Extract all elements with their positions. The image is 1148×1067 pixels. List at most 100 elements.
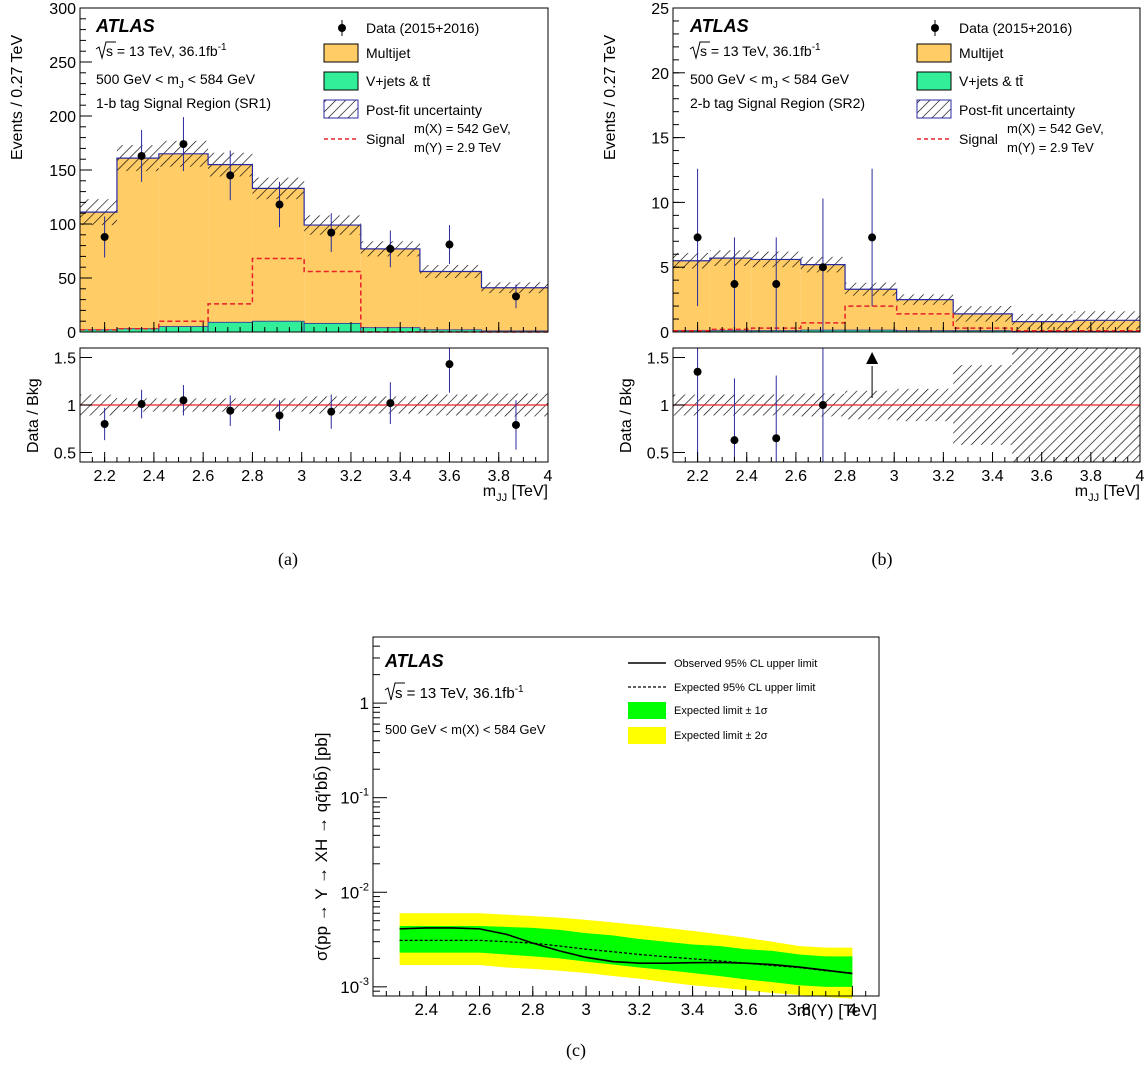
- multijet-bar: [673, 260, 710, 332]
- legend-multijet-swatch: [323, 43, 359, 63]
- legend: Observed 95% CL upper limit Expected 95%…: [628, 658, 817, 744]
- x-tick-label: 2.4: [736, 468, 758, 485]
- ratio-point: [275, 411, 284, 420]
- ratio-point: [386, 399, 395, 408]
- x-tick-label: 3.8: [488, 468, 510, 485]
- x-tick-label: 3.2: [932, 468, 954, 485]
- ratio-y-axis-label: Data / Bkg: [618, 378, 635, 453]
- mass-window-label: 500 GeV < mJ < 584 GeV: [690, 71, 850, 91]
- multijet-bar: [116, 158, 159, 332]
- legend-data-label: Data (2015+2016): [959, 20, 1072, 36]
- legend-vjets-swatch: [916, 71, 952, 91]
- data-point: [818, 263, 827, 272]
- ratio-frame: [79, 347, 549, 463]
- x-tick-label: 2.6: [192, 468, 214, 485]
- x-tick-label: 2.8: [241, 468, 263, 485]
- x-axis-label: mJJ [TeV]: [483, 483, 548, 504]
- vjets-bar: [303, 322, 362, 333]
- background-outline: [80, 153, 548, 289]
- x-tick-label: 3.4: [389, 468, 411, 485]
- legend-signal-mass-y: m(Y) = 2.9 TeV: [1007, 140, 1094, 155]
- energy-label: s = 13 TeV, 36.1fb-1: [700, 42, 821, 59]
- caption: (c): [566, 1040, 586, 1061]
- observed-limit-line: [399, 927, 853, 975]
- expected-limit-line: [399, 939, 853, 974]
- legend-multijet-label: Multijet: [959, 45, 1003, 61]
- y-tick-label: 25: [651, 1, 669, 18]
- y-tick-label: 0: [67, 325, 76, 342]
- y-tick-label: 10-1: [340, 787, 369, 808]
- y-axis-label: Events / 0.27 TeV: [602, 35, 619, 160]
- x-tick-label: 3.6: [734, 1000, 758, 1019]
- data-point: [327, 228, 336, 237]
- caption: (a): [278, 549, 298, 570]
- ratio-y-tick-label: 0.5: [54, 446, 76, 463]
- x-tick-label: 4: [544, 468, 553, 485]
- y-axis-label: σ(pp → Y → XH → qq̄′bb̄) [pb]: [312, 733, 331, 962]
- y-tick-label: 1: [360, 694, 369, 713]
- legend-signal-mass-x: m(X) = 542 GeV,: [414, 121, 511, 136]
- x-axis-label: m(Y) [TeV]: [797, 1001, 877, 1020]
- x-tick-label: 2.8: [834, 468, 856, 485]
- x-tick-label: 2.8: [521, 1000, 545, 1019]
- ratio-frame: [672, 347, 1141, 463]
- data-point: [226, 171, 235, 180]
- ratio-y-tick-label: 1: [67, 398, 76, 415]
- vjets-bar: [252, 320, 305, 333]
- ratio-point: [100, 420, 109, 428]
- atlas-label: ATLAS: [95, 16, 155, 36]
- panel-a: Events / 0.27 TeV Data / Bkg mJJ [TeV] A…: [9, 1, 553, 570]
- x-tick-label: 2.2: [686, 468, 708, 485]
- ratio-point: [818, 401, 827, 409]
- legend-uncertainty-swatch: [916, 99, 952, 119]
- y-tick-label: 200: [49, 109, 76, 126]
- x-tick-label: 3.2: [627, 1000, 651, 1019]
- multijet-bar: [419, 271, 482, 332]
- x-tick-label: 2.6: [468, 1000, 492, 1019]
- data-point: [511, 292, 520, 301]
- legend-multijet-swatch: [916, 43, 952, 63]
- ratio-y-tick-label: 1.5: [647, 351, 669, 368]
- ratio-point: [445, 360, 454, 369]
- panel-c: σ(pp → Y → XH → qq̄′bb̄) [pb] m(Y) [TeV]…: [312, 636, 880, 1061]
- ratio-point: [693, 367, 702, 376]
- y-tick-label: 10-2: [340, 881, 369, 902]
- legend-signal-mass-x: m(X) = 542 GeV,: [1007, 121, 1104, 136]
- ratio-point: [730, 436, 739, 445]
- legend-vjets-label: V+jets & tt̄: [959, 73, 1023, 89]
- sqrt-symbol: [95, 41, 116, 60]
- legend-multijet-label: Multijet: [366, 45, 410, 61]
- x-axis-label: mJJ [TeV]: [1075, 483, 1140, 504]
- x-tick-label: 3.2: [340, 468, 362, 485]
- ratio-point: [226, 406, 235, 415]
- plot-frame: [372, 636, 880, 997]
- plot-area: 10-3 10-2 10-1 1 2.4 2.6 2.8 3 3.2 3.4 3.6 3.8 4: [340, 645, 880, 1019]
- data-point: [445, 240, 454, 249]
- y-tick-label: 150: [49, 163, 76, 180]
- multijet-bar: [709, 258, 752, 332]
- legend-uncertainty-label: Post-fit uncertainty: [959, 102, 1075, 118]
- y-tick-label: 250: [49, 55, 76, 72]
- expected-1sigma-band: [399, 925, 853, 987]
- data-point: [693, 233, 702, 242]
- legend-band1-label: Expected limit ± 1σ: [674, 705, 768, 717]
- multijet-bar: [845, 289, 897, 332]
- ratio-y-axis-label: Data / Bkg: [25, 378, 42, 453]
- data-point: [275, 200, 284, 209]
- y-axis-label: Events / 0.27 TeV: [9, 35, 26, 160]
- mass-window-label: 500 GeV < mJ < 584 GeV: [96, 71, 256, 91]
- x-tick-label: 4: [1136, 468, 1145, 485]
- data-point: [730, 280, 739, 289]
- legend-expected-label: Expected 95% CL upper limit: [674, 682, 815, 694]
- legend-uncertainty-swatch: [323, 99, 359, 119]
- ratio-arrow-head: [866, 352, 879, 364]
- background-outline: [673, 257, 1140, 323]
- data-point: [179, 140, 188, 149]
- y-tick-label: 10: [651, 195, 669, 212]
- y-tick-label: 50: [58, 271, 76, 288]
- vjets-bar: [207, 321, 253, 333]
- legend-band2-swatch: [628, 727, 666, 744]
- atlas-label: ATLAS: [689, 16, 749, 36]
- legend-band2-label: Expected limit ± 2σ: [674, 730, 768, 742]
